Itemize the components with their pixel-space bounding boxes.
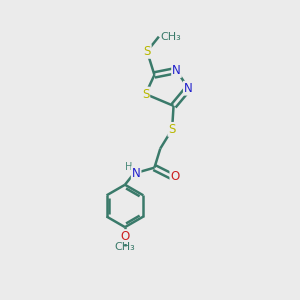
Text: O: O [120, 230, 130, 243]
Text: N: N [184, 82, 193, 95]
Text: S: S [142, 88, 149, 100]
Text: H: H [125, 162, 132, 172]
Text: CH₃: CH₃ [115, 242, 135, 252]
Text: S: S [143, 45, 151, 58]
Text: N: N [172, 64, 181, 77]
Text: N: N [132, 167, 140, 180]
Text: O: O [170, 170, 180, 183]
Text: S: S [168, 123, 176, 136]
Text: CH₃: CH₃ [160, 32, 181, 42]
